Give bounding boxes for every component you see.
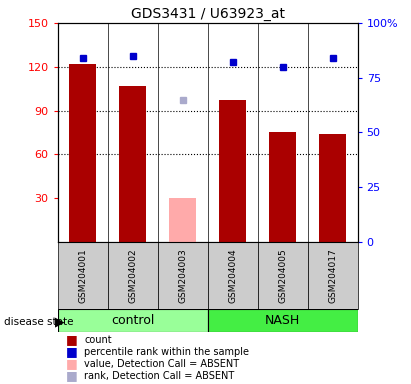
Text: value, Detection Call = ABSENT: value, Detection Call = ABSENT (84, 359, 239, 369)
Text: percentile rank within the sample: percentile rank within the sample (84, 347, 249, 357)
Bar (119, 86, 146, 242)
Bar (269, 132, 296, 242)
Bar (258, 242, 307, 309)
Text: GSM204005: GSM204005 (278, 249, 287, 303)
Bar (319, 134, 346, 242)
Bar (108, 242, 157, 309)
Text: count: count (84, 335, 112, 345)
Bar (208, 242, 258, 309)
Bar (58, 242, 108, 309)
Text: ▶: ▶ (55, 315, 64, 328)
Text: disease state: disease state (4, 317, 74, 327)
Text: rank, Detection Call = ABSENT: rank, Detection Call = ABSENT (84, 371, 235, 381)
Bar (307, 242, 358, 309)
Bar (169, 198, 196, 242)
Bar (69, 64, 96, 242)
Text: ■: ■ (66, 333, 78, 346)
Text: ■: ■ (66, 357, 78, 370)
Bar (58, 309, 208, 332)
Text: ■: ■ (66, 345, 78, 358)
Bar (208, 309, 358, 332)
Text: GSM204001: GSM204001 (78, 249, 87, 303)
Text: control: control (111, 314, 154, 327)
Bar (219, 100, 246, 242)
Text: GSM204004: GSM204004 (228, 249, 237, 303)
Text: NASH: NASH (265, 314, 300, 327)
Text: GSM204003: GSM204003 (178, 249, 187, 303)
Text: GSM204002: GSM204002 (128, 249, 137, 303)
Bar (157, 242, 208, 309)
Text: GSM204017: GSM204017 (328, 249, 337, 303)
Text: ■: ■ (66, 369, 78, 382)
Title: GDS3431 / U63923_at: GDS3431 / U63923_at (131, 7, 284, 21)
